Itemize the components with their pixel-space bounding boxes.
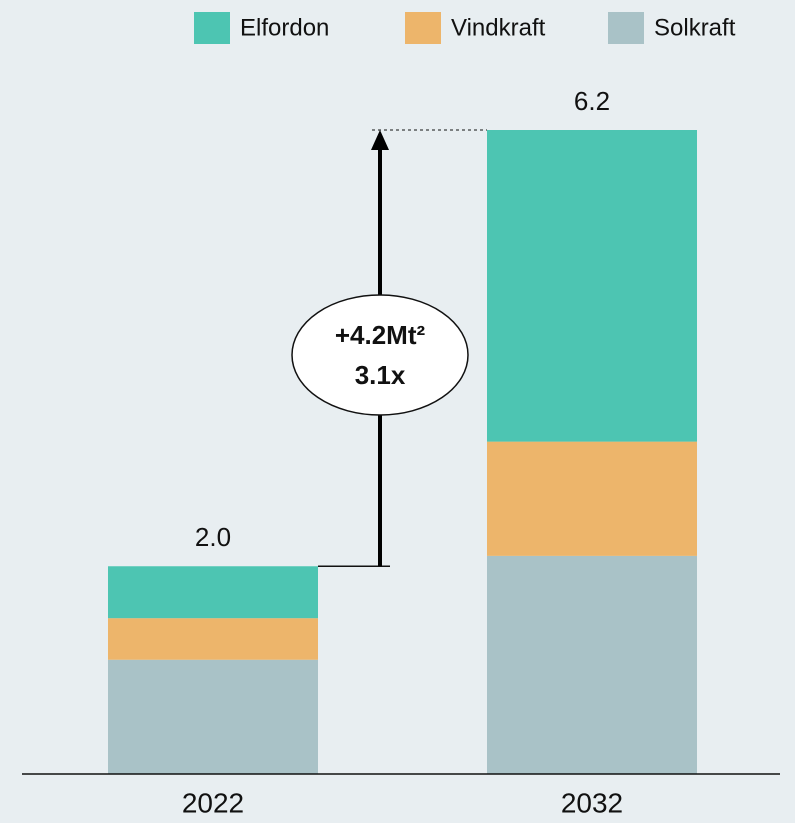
legend-swatch [608,12,644,44]
bar-segment [108,566,318,619]
bar-segment [487,441,697,556]
annotation-text: +4.2Mt² [335,320,426,350]
x-tick-label: 2022 [182,787,244,818]
legend-swatch [194,12,230,44]
annotation-bubble [291,294,469,416]
legend-label: Solkraft [654,14,736,41]
total-label: 6.2 [574,86,610,116]
x-tick-label: 2032 [561,787,623,818]
annotation-text: 3.1x [355,360,406,390]
legend-label: Elfordon [240,14,329,41]
bar-segment [108,659,318,774]
bar-segment [487,130,697,442]
bar-segment [108,618,318,660]
legend-label: Vindkraft [451,14,546,41]
arrow-head [371,130,389,150]
total-label: 2.0 [195,522,231,552]
legend-swatch [405,12,441,44]
bar-segment [487,555,697,774]
